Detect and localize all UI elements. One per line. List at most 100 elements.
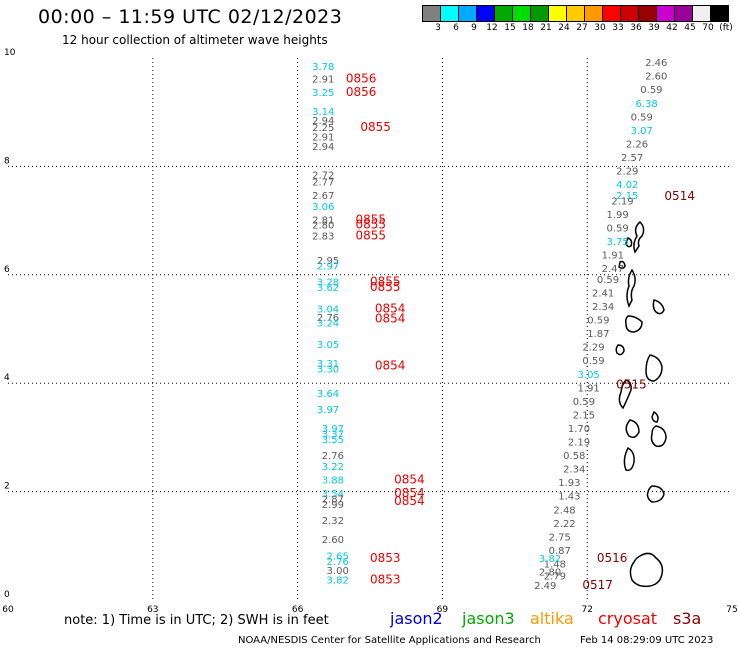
wave-height-label: 3.55 <box>322 435 344 446</box>
lat-tick-label: 10 <box>4 48 16 58</box>
wave-height-label: 2.97 <box>317 261 339 272</box>
wave-height-label: 2.94 <box>312 116 334 127</box>
wave-height-label: 0.59 <box>597 275 619 286</box>
wave-height-label: 1.99 <box>607 210 629 221</box>
wave-height-label: 2.22 <box>553 519 575 530</box>
wave-height-label: 2.25 <box>312 123 334 134</box>
wave-height-label: 2.41 <box>592 288 614 299</box>
lat-tick-label: 4 <box>4 373 10 383</box>
wave-height-label: 3.75 <box>607 237 629 248</box>
pass-time-label: 0854 <box>394 486 425 500</box>
wave-height-label: 2.19 <box>568 438 590 449</box>
wave-height-label: 2.34 <box>592 302 614 313</box>
wave-height-label: 2.60 <box>322 535 344 546</box>
wave-height-label: 2.95 <box>317 256 339 267</box>
lon-tick-label: 60 <box>2 605 14 615</box>
lat-tick-label: 2 <box>4 482 10 492</box>
wave-height-label: 2.91 <box>312 132 334 143</box>
lat-tick-label: 0 <box>4 590 10 600</box>
lon-tick-label: 72 <box>581 605 592 615</box>
maldives-atoll <box>615 344 625 356</box>
wave-height-label: 3.97 <box>317 405 339 416</box>
wave-height-label: 0.59 <box>582 356 604 367</box>
wave-height-label: 2.32 <box>322 516 344 527</box>
wave-height-label: 3.82 <box>539 554 561 565</box>
wave-height-label: 3.04 <box>317 305 339 316</box>
maldives-atoll <box>625 237 633 248</box>
wave-height-label: 2.87 <box>322 494 344 505</box>
wave-height-label: 0.59 <box>631 112 653 123</box>
observation-labels: 3.782.913.25085608563.142.942.252.912.94… <box>312 58 695 592</box>
pass-time-label: 0854 <box>375 359 406 373</box>
wave-height-label: 0.59 <box>573 397 595 408</box>
wave-height-label: 4.02 <box>616 180 638 191</box>
wave-height-label: 0.87 <box>549 546 571 557</box>
maldives-atoll <box>625 419 640 439</box>
colorbar-label: (ft) <box>719 23 733 33</box>
wave-height-label: 2.15 <box>573 410 595 421</box>
wave-height-label: 2.47 <box>602 264 624 275</box>
colorbar-label: 45 <box>684 23 696 33</box>
pass-time-label: 0855 <box>356 218 387 232</box>
axis-ticks: 60 63 66 69 72 75 0 2 4 6 8 10 <box>2 48 737 615</box>
colorbar-label: 21 <box>540 23 552 33</box>
wave-height-label: 2.76 <box>322 451 344 462</box>
wave-height-label: 2.83 <box>312 232 334 243</box>
wave-height-label: 2.19 <box>611 196 633 207</box>
maldives-atoll <box>651 410 659 423</box>
wave-height-label: 3.22 <box>322 462 344 473</box>
wave-height-label: 2.81 <box>312 215 334 226</box>
map-grid <box>8 58 732 600</box>
wave-height-label: 1.91 <box>602 251 624 262</box>
wave-height-label: 2.80 <box>539 568 561 579</box>
wave-height-label: 2.60 <box>645 72 667 83</box>
maldives-atoll <box>618 260 626 270</box>
pass-time-label: 0855 <box>360 120 391 134</box>
pass-time-label: 0855 <box>356 212 387 226</box>
pass-time-label: 0853 <box>370 551 401 565</box>
mission-label-jason3: jason3 <box>462 609 515 628</box>
wave-height-label: 0.59 <box>587 316 609 327</box>
wave-height-label: 3.37 <box>322 429 344 440</box>
wave-height-label: 3.97 <box>322 424 344 435</box>
pass-time-label: 0854 <box>375 302 406 316</box>
colorbar-label: 12 <box>486 23 498 33</box>
wave-height-label: 3.25 <box>312 88 334 99</box>
wave-height-label: 3.88 <box>322 475 344 486</box>
colorbar-label: 15 <box>504 23 516 33</box>
wave-height-label: 2.29 <box>582 343 604 354</box>
wave-height-label: 1.93 <box>558 478 580 489</box>
wave-height-label: 3.31 <box>317 359 339 370</box>
wave-height-label: 2.76 <box>327 557 349 568</box>
colorbar-label: 70 <box>702 23 714 33</box>
wave-height-label: 2.99 <box>322 500 344 511</box>
pass-time-label: 0855 <box>370 275 401 289</box>
maldives-atoll <box>623 446 635 472</box>
credit-text: NOAA/NESDIS Center for Satellite Applica… <box>238 635 541 646</box>
mission-label-cryosat: cryosat <box>598 609 658 628</box>
wave-height-label: 3.78 <box>312 62 334 73</box>
pass-time-label: 0517 <box>582 578 613 592</box>
wave-height-label: 3.05 <box>317 340 339 351</box>
wave-height-label: 2.79 <box>544 571 566 582</box>
colorbar-label: 9 <box>471 23 477 33</box>
colorbar-label: 18 <box>522 23 534 33</box>
wave-height-label: 2.76 <box>317 313 339 324</box>
wave-height-label: 2.49 <box>534 581 556 592</box>
page-title: 00:00 – 11:59 UTC 02/12/2023 <box>38 6 343 28</box>
pass-time-label: 0514 <box>664 189 695 203</box>
generated-timestamp: Feb 14 08:29:09 UTC 2023 <box>580 635 714 646</box>
wave-height-label: 3.54 <box>322 489 344 500</box>
colorbar-label: 42 <box>666 23 678 33</box>
wave-height-label: 6.38 <box>635 99 657 110</box>
wave-height-label: 2.77 <box>312 177 334 188</box>
wave-height-label: 1.87 <box>587 329 609 340</box>
colorbar-label: 3 <box>435 23 441 33</box>
wave-height-label: 3.82 <box>327 576 349 587</box>
maldives-atoll <box>646 485 665 503</box>
pass-time-label: 0516 <box>597 551 628 565</box>
wave-height-label: 2.65 <box>327 551 349 562</box>
wave-height-label: 2.75 <box>549 532 571 543</box>
wave-height-label: 1.70 <box>568 424 590 435</box>
